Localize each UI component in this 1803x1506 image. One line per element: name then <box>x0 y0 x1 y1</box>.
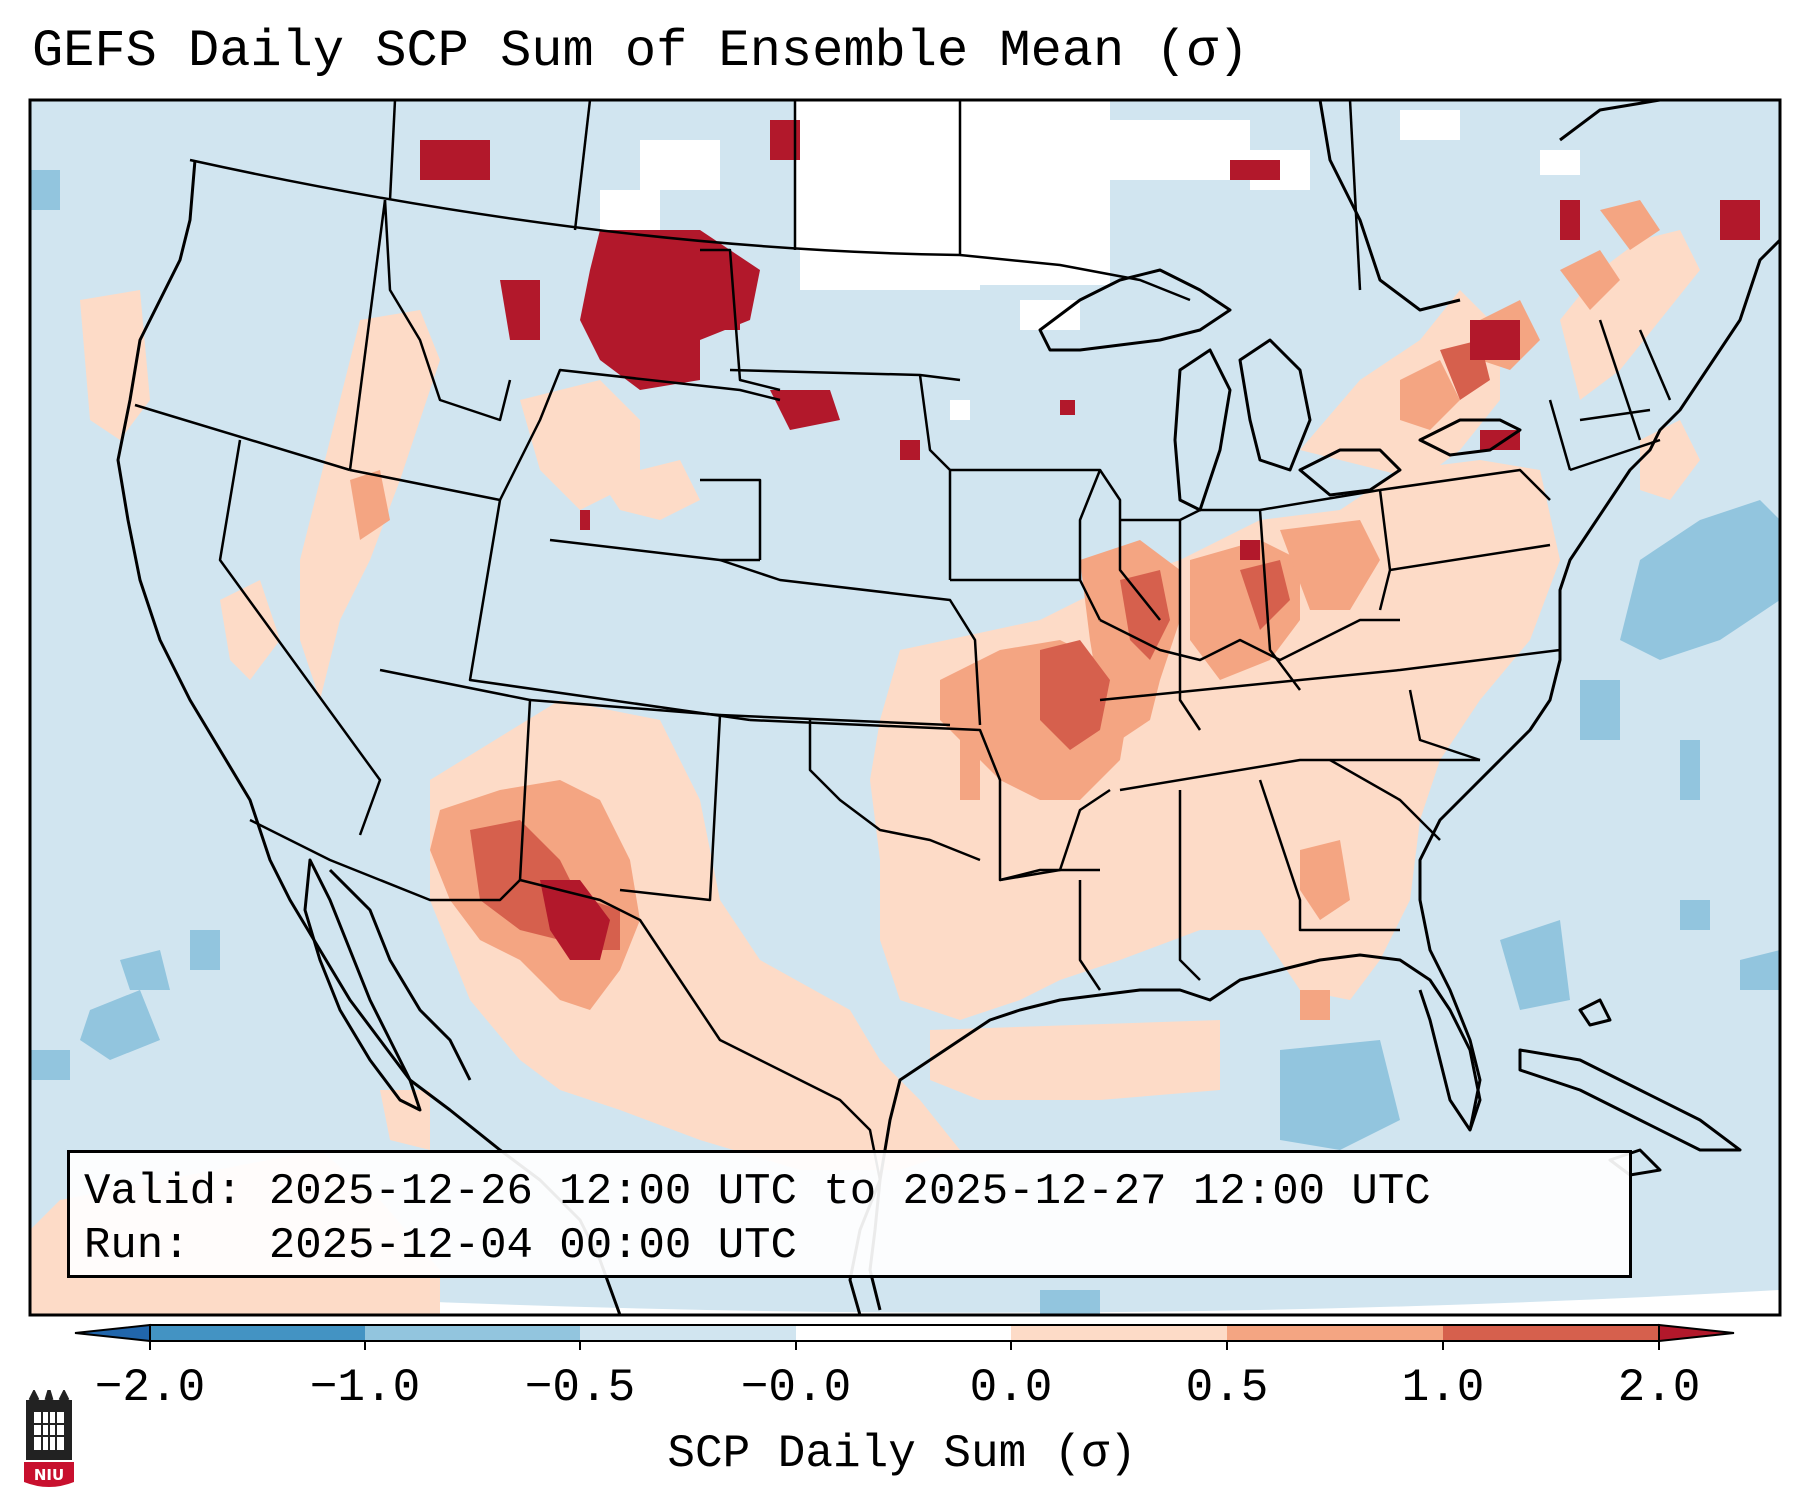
run-value: 2025-12-04 00:00 UTC <box>268 1221 797 1271</box>
colorbar-bin <box>1011 1325 1227 1341</box>
colorbar-label: SCP Daily Sum (σ) <box>667 1428 1137 1480</box>
chart-title: GEFS Daily SCP Sum of Ensemble Mean (σ) <box>32 22 1249 81</box>
colorbar-tick-label: −2.0 <box>94 1362 206 1414</box>
map-border <box>28 98 1782 1317</box>
borders <box>134 100 1672 1181</box>
valid-label: Valid: <box>84 1167 243 1217</box>
colorbar-bin <box>796 1325 1011 1341</box>
colorbar-tick-label: 0.0 <box>969 1362 1053 1414</box>
colorbar-bin <box>150 1325 365 1341</box>
colorbar-tick-label: 0.5 <box>1185 1362 1269 1414</box>
anomaly-neg-1.0-0.5 <box>30 170 1780 1315</box>
coastlines <box>116 100 1780 1315</box>
colorbar-tick-label: 1.0 <box>1401 1362 1485 1414</box>
colorbar-bin <box>1443 1325 1659 1341</box>
run-label: Run: <box>84 1221 190 1271</box>
valid-run-box: Valid: 2025-12-26 12:00 UTC to 2025-12-2… <box>67 1150 1632 1278</box>
colorbar-tick-label: 2.0 <box>1617 1362 1701 1414</box>
colorbar-extend-low <box>74 1323 151 1343</box>
colorbar-tick-label: −0.5 <box>524 1362 636 1414</box>
logo-text: NIU <box>33 1466 65 1484</box>
colorbar-bin <box>580 1325 796 1341</box>
colorbar-extend-high <box>1658 1323 1735 1343</box>
valid-value: 2025-12-26 12:00 UTC to 2025-12-27 12:00… <box>268 1167 1431 1217</box>
colorbar-tick-label: −1.0 <box>309 1362 421 1414</box>
colorbar-bin <box>365 1325 580 1341</box>
colorbar-bin <box>1227 1325 1443 1341</box>
anomaly-above-2.0 <box>420 120 1760 960</box>
colorbar <box>74 1323 1735 1350</box>
niu-logo: NIU <box>20 1384 78 1490</box>
colorbar-tick-label: −0.0 <box>740 1362 852 1414</box>
domain-edge-bottom <box>30 1280 1780 1315</box>
